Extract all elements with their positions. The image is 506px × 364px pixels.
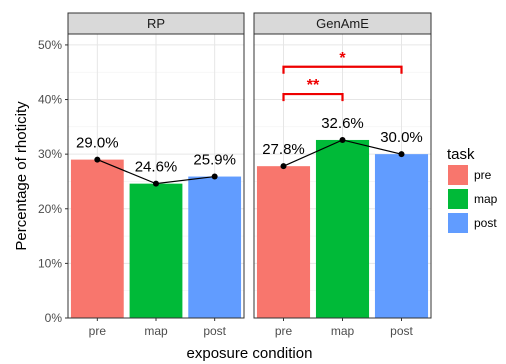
x-tick-label: pre xyxy=(89,324,107,338)
legend-label: pre xyxy=(474,168,492,182)
y-tick-label: 20% xyxy=(38,202,62,216)
x-tick-label: map xyxy=(331,324,355,338)
x-tick-label: map xyxy=(144,324,168,338)
y-axis-title: Percentage of rhoticity xyxy=(13,101,30,251)
bar-gename-post xyxy=(374,154,429,318)
data-point xyxy=(94,156,101,163)
legend-swatch-map xyxy=(448,189,468,209)
data-label: 30.0% xyxy=(380,129,423,146)
y-tick-label: 50% xyxy=(38,38,62,52)
data-point xyxy=(153,180,159,187)
facets-layer: 0% 10% 20% 30% 40% 50% 29.0% 24.6% 25.9% RP pre map… xyxy=(38,12,432,338)
facet-strip-label: RP xyxy=(147,16,165,31)
legend-label: post xyxy=(474,216,497,230)
facet-strip xyxy=(67,12,245,35)
facet-strip-label: GenAmE xyxy=(316,16,369,31)
data-label: 32.6% xyxy=(321,115,364,132)
significance-bracket xyxy=(282,65,403,74)
x-tick-label: post xyxy=(390,324,413,338)
y-tick-label: 0% xyxy=(45,311,63,325)
y-tick-label: 40% xyxy=(38,93,62,107)
data-point xyxy=(280,163,287,170)
x-tick-label: pre xyxy=(275,324,293,338)
data-label: 29.0% xyxy=(76,135,119,152)
significance-label: * xyxy=(339,50,346,67)
significance-bracket xyxy=(282,92,344,102)
bar-gename-pre xyxy=(256,166,311,318)
data-label: 25.9% xyxy=(193,152,236,169)
bar-rp-map xyxy=(129,183,183,318)
legend-swatch-pre xyxy=(448,165,468,185)
bar-rp-pre xyxy=(70,159,124,318)
data-point xyxy=(211,173,218,180)
x-tick-label: post xyxy=(203,324,226,338)
y-tick-label: 30% xyxy=(38,147,62,161)
x-axis-title: exposure condition xyxy=(187,345,313,362)
legend-swatch-post xyxy=(448,213,468,233)
legend-title: task xyxy=(447,146,475,163)
data-label: 27.8% xyxy=(262,141,305,158)
facet-strip xyxy=(253,12,432,35)
data-point xyxy=(339,136,346,143)
bar-gename-map xyxy=(315,139,370,318)
legend-label: map xyxy=(474,192,498,206)
data-label: 24.6% xyxy=(135,159,178,176)
bar-rp-post xyxy=(188,176,242,318)
y-tick-label: 10% xyxy=(38,256,62,270)
significance-label: ** xyxy=(307,77,320,94)
data-point xyxy=(398,151,405,158)
legend: task pre map post xyxy=(447,146,498,233)
facet-rp: 29.0% 24.6% 25.9% RP pre map post xyxy=(67,12,245,338)
